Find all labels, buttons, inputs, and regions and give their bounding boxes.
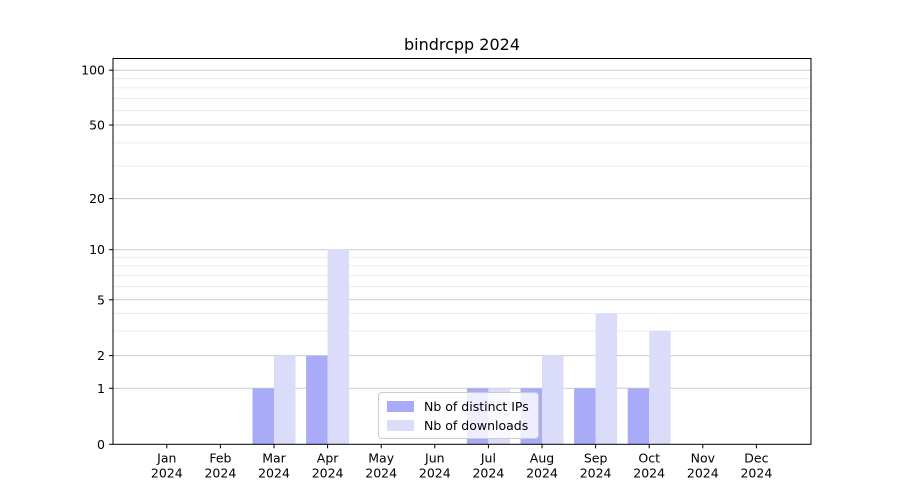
x-tick-sublabel-mar: 2024 — [258, 465, 290, 480]
bar-downloads-mar — [274, 355, 296, 445]
y-tick-label-20: 20 — [89, 191, 105, 206]
x-tick-sublabel-may: 2024 — [365, 465, 397, 480]
bar-downloads-aug — [542, 355, 564, 445]
x-tick-label-jun: Jun — [424, 450, 445, 465]
x-tick-sublabel-dec: 2024 — [740, 465, 772, 480]
y-tick-label-100: 100 — [81, 63, 105, 78]
y-tick-label-0: 0 — [97, 437, 105, 452]
y-tick-label-50: 50 — [89, 118, 105, 133]
x-tick-label-nov: Nov — [691, 450, 716, 465]
x-tick-sublabel-nov: 2024 — [687, 465, 719, 480]
y-tick-label-2: 2 — [97, 348, 105, 363]
x-tick-sublabel-sep: 2024 — [580, 465, 612, 480]
y-tick-label-1: 1 — [97, 381, 105, 396]
x-tick-label-jul: Jul — [480, 450, 496, 465]
x-tick-label-sep: Sep — [584, 450, 608, 465]
x-tick-sublabel-jan: 2024 — [151, 465, 183, 480]
legend-label-downloads: Nb of downloads — [424, 417, 529, 433]
x-tick-sublabel-jun: 2024 — [419, 465, 451, 480]
x-tick-label-aug: Aug — [530, 450, 554, 465]
x-tick-label-mar: Mar — [262, 450, 286, 465]
legend-item-distinct-ips: Nb of distinct IPs — [387, 398, 529, 414]
plot-background — [113, 58, 811, 445]
y-tick-label-10: 10 — [89, 242, 105, 257]
legend-label-ips: Nb of distinct IPs — [424, 398, 529, 414]
chart-title: bindrcpp 2024 — [403, 35, 521, 54]
x-tick-sublabel-aug: 2024 — [526, 465, 558, 480]
x-tick-label-may: May — [368, 450, 394, 465]
bar-distinct-ips-sep — [574, 388, 596, 445]
x-tick-label-oct: Oct — [638, 450, 660, 465]
legend-swatch-ips — [387, 400, 414, 412]
legend: Nb of distinct IPs Nb of downloads — [378, 392, 539, 439]
x-tick-label-dec: Dec — [744, 450, 768, 465]
x-tick-label-apr: Apr — [317, 450, 339, 465]
x-tick-sublabel-apr: 2024 — [312, 465, 344, 480]
x-tick-label-feb: Feb — [209, 450, 231, 465]
legend-item-downloads: Nb of downloads — [387, 417, 529, 433]
x-tick-sublabel-oct: 2024 — [633, 465, 665, 480]
bar-downloads-apr — [327, 249, 350, 445]
x-tick-sublabel-jul: 2024 — [472, 465, 504, 480]
x-tick-sublabel-feb: 2024 — [204, 465, 236, 480]
bar-downloads-sep — [595, 313, 618, 445]
bar-distinct-ips-oct — [627, 388, 650, 445]
bar-distinct-ips-mar — [252, 388, 274, 445]
legend-swatch-downloads — [387, 419, 414, 431]
y-tick-label-5: 5 — [97, 292, 105, 307]
x-tick-label-jan: Jan — [156, 450, 176, 465]
bar-distinct-ips-apr — [306, 355, 328, 445]
axes-border — [112, 58, 812, 445]
bar-downloads-oct — [649, 330, 671, 445]
